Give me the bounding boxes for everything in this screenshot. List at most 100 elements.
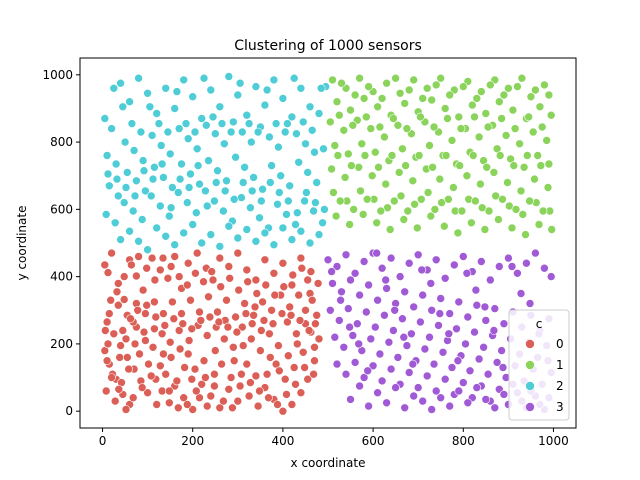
data-point-cluster-1 xyxy=(359,94,369,103)
data-point-cluster-0 xyxy=(238,322,247,332)
data-point-cluster-2 xyxy=(208,112,218,122)
data-point-cluster-1 xyxy=(343,149,353,159)
data-point-cluster-0 xyxy=(234,285,243,295)
data-point-cluster-2 xyxy=(246,203,255,212)
data-point-cluster-2 xyxy=(206,85,216,95)
data-point-cluster-2 xyxy=(174,124,184,133)
data-point-cluster-1 xyxy=(439,221,449,231)
data-point-cluster-2 xyxy=(298,117,308,127)
data-point-cluster-2 xyxy=(273,200,282,209)
data-point-cluster-2 xyxy=(154,119,164,128)
data-point-cluster-1 xyxy=(494,97,504,106)
data-point-cluster-0 xyxy=(282,390,291,399)
data-point-cluster-1 xyxy=(382,78,391,88)
data-point-cluster-1 xyxy=(416,112,425,122)
data-point-cluster-0 xyxy=(159,309,168,318)
data-point-cluster-0 xyxy=(265,353,275,362)
data-point-cluster-0 xyxy=(159,349,168,359)
data-point-cluster-0 xyxy=(294,290,304,300)
data-point-cluster-0 xyxy=(183,400,192,409)
data-point-cluster-1 xyxy=(522,151,532,160)
data-point-cluster-2 xyxy=(278,94,288,103)
data-point-cluster-1 xyxy=(468,151,478,160)
data-point-cluster-1 xyxy=(518,210,528,219)
data-point-cluster-2 xyxy=(282,210,291,219)
data-point-cluster-3 xyxy=(470,327,479,337)
data-point-cluster-3 xyxy=(479,342,488,352)
data-point-cluster-3 xyxy=(402,341,412,350)
data-point-cluster-0 xyxy=(269,268,279,278)
data-point-cluster-2 xyxy=(192,208,201,217)
data-point-cluster-0 xyxy=(141,336,150,345)
data-point-cluster-0 xyxy=(297,263,307,273)
data-point-cluster-0 xyxy=(306,267,316,276)
data-point-cluster-0 xyxy=(172,376,182,386)
data-point-cluster-2 xyxy=(110,218,120,228)
data-point-cluster-0 xyxy=(187,324,197,334)
data-point-cluster-0 xyxy=(177,309,186,318)
data-point-cluster-3 xyxy=(434,321,443,330)
data-point-cluster-0 xyxy=(204,292,213,302)
data-point-cluster-2 xyxy=(233,233,243,243)
data-point-cluster-1 xyxy=(525,196,534,206)
data-point-cluster-1 xyxy=(455,161,465,170)
data-point-cluster-0 xyxy=(183,280,192,290)
data-point-cluster-0 xyxy=(133,305,142,315)
data-point-cluster-2 xyxy=(125,97,134,106)
data-point-cluster-3 xyxy=(323,255,333,265)
data-point-cluster-0 xyxy=(242,359,252,369)
data-point-cluster-1 xyxy=(436,73,446,83)
data-point-cluster-2 xyxy=(134,73,143,83)
data-point-cluster-1 xyxy=(444,195,453,204)
data-point-cluster-3 xyxy=(337,287,346,297)
data-point-cluster-1 xyxy=(449,183,458,192)
data-point-cluster-1 xyxy=(337,78,346,88)
data-point-cluster-3 xyxy=(426,279,436,288)
x-tick-label: 600 xyxy=(362,434,385,448)
legend-marker-3 xyxy=(525,402,535,412)
data-point-cluster-2 xyxy=(211,178,221,187)
data-point-cluster-3 xyxy=(352,319,362,329)
data-point-cluster-2 xyxy=(202,201,212,211)
data-point-cluster-3 xyxy=(452,324,461,334)
data-point-cluster-0 xyxy=(121,334,131,344)
data-point-cluster-3 xyxy=(407,329,416,339)
data-point-cluster-0 xyxy=(199,277,208,287)
data-point-cluster-3 xyxy=(363,366,373,376)
data-point-cluster-2 xyxy=(148,174,158,184)
data-point-cluster-0 xyxy=(311,319,320,329)
data-point-cluster-2 xyxy=(215,102,225,112)
data-point-cluster-0 xyxy=(186,295,195,305)
data-point-cluster-3 xyxy=(425,332,434,342)
data-point-cluster-1 xyxy=(447,136,457,145)
data-point-cluster-0 xyxy=(303,374,313,384)
data-point-cluster-0 xyxy=(313,279,323,288)
data-point-cluster-0 xyxy=(107,248,116,258)
data-point-cluster-2 xyxy=(224,221,234,231)
data-point-cluster-0 xyxy=(240,299,249,308)
data-point-cluster-2 xyxy=(314,109,324,118)
data-point-cluster-3 xyxy=(531,248,540,258)
data-point-cluster-0 xyxy=(116,341,125,350)
data-point-cluster-0 xyxy=(295,316,305,325)
data-point-cluster-0 xyxy=(121,405,131,414)
data-point-cluster-0 xyxy=(115,353,124,362)
data-point-cluster-2 xyxy=(269,75,279,85)
data-point-cluster-0 xyxy=(180,363,189,372)
data-point-cluster-1 xyxy=(544,159,554,169)
data-point-cluster-0 xyxy=(202,331,212,340)
data-point-cluster-3 xyxy=(454,386,464,396)
data-point-cluster-1 xyxy=(400,99,410,108)
data-point-cluster-2 xyxy=(129,146,139,155)
data-point-cluster-3 xyxy=(354,339,364,349)
data-point-cluster-1 xyxy=(332,97,342,106)
data-point-cluster-3 xyxy=(330,332,340,342)
data-point-cluster-2 xyxy=(184,183,194,192)
data-point-cluster-3 xyxy=(409,302,419,312)
data-point-cluster-0 xyxy=(262,369,272,379)
data-point-cluster-3 xyxy=(416,317,425,327)
data-point-cluster-3 xyxy=(366,334,376,344)
data-point-cluster-0 xyxy=(283,351,293,361)
data-point-cluster-0 xyxy=(205,312,215,322)
data-point-cluster-2 xyxy=(190,127,200,137)
